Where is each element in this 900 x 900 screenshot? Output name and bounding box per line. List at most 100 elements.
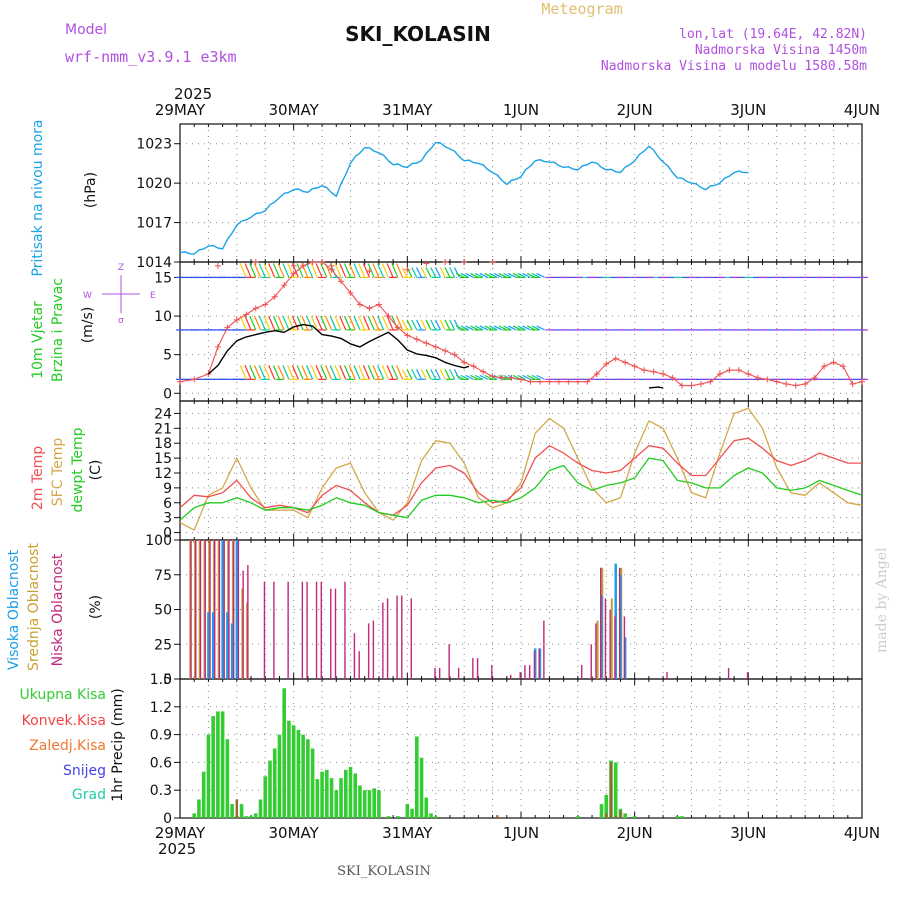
low-cloud-bar — [472, 658, 474, 679]
wind-barb — [453, 267, 460, 278]
wind-barb — [263, 315, 271, 331]
low-cloud-bar — [538, 648, 540, 679]
bottom-date-label: 29MAY — [155, 824, 206, 842]
y-tick-label: 0 — [163, 811, 172, 827]
wind-barb — [531, 374, 541, 380]
wind-barb — [268, 263, 276, 278]
precip-total-bar — [599, 804, 604, 818]
wind-barb — [386, 263, 394, 278]
wind-barb — [296, 315, 304, 331]
mid-cloud-bar — [189, 540, 192, 679]
high-cloud-bar — [226, 612, 229, 679]
low-cloud-bar — [401, 595, 403, 679]
wind-barb — [310, 263, 318, 278]
legend-total: Ukupna Kisa — [19, 687, 106, 703]
temp2m-label: 2m Temp — [30, 446, 46, 510]
low-cloud-bar — [614, 616, 616, 679]
wind-barb — [268, 315, 276, 331]
compass-w: W — [83, 291, 92, 301]
low-cloud-bar — [209, 540, 211, 679]
low-cloud-bar — [604, 598, 607, 679]
mid-cloud-bar — [227, 540, 230, 679]
low-cloud-bar — [223, 540, 225, 679]
mid-cloud-bar — [241, 588, 244, 679]
wind-barb — [396, 365, 404, 380]
mid-cloud-bar — [246, 602, 249, 679]
high-cloud-bar — [614, 563, 617, 679]
wind-barb — [263, 263, 271, 278]
precip-total-bar — [263, 776, 268, 818]
y-tick-label: 0 — [163, 672, 172, 688]
wind-barb — [512, 325, 522, 331]
model-elevation-text: Nadmorska Visina u modelu 1580.58m — [601, 59, 867, 74]
wind-barb — [396, 315, 404, 331]
watermark: made by Angel — [874, 547, 890, 653]
low-cloud-bar — [410, 598, 412, 679]
wind-barb — [391, 365, 399, 380]
precip-total-bar — [220, 711, 225, 818]
high-cloud-bar — [235, 540, 239, 679]
wind-barb — [277, 263, 285, 278]
low-cloud-bar — [204, 540, 206, 679]
wind-barb — [474, 272, 484, 278]
wind-barb — [430, 369, 437, 380]
coords-text: lon,lat (19.64E, 42.82N) — [679, 27, 867, 42]
y-tick-label: 1017 — [136, 216, 172, 232]
legend-convective: Konvek.Kisa — [22, 713, 106, 729]
high-cloud-label: Visoka Oblacnost — [6, 549, 22, 670]
low-cloud-bar — [367, 623, 370, 679]
y-tick-label: 12 — [154, 466, 172, 482]
precip-total-bar — [216, 711, 220, 818]
precip-convective-bar — [605, 813, 608, 818]
wind-barb — [453, 369, 460, 380]
bottom-date-label: 1JUN — [503, 824, 539, 842]
precip-total-bar — [675, 816, 680, 818]
wind-barb — [406, 369, 413, 380]
y-tick-label: 25 — [154, 637, 172, 653]
mid-cloud-bar — [610, 598, 613, 679]
low-cloud-bar — [590, 644, 592, 679]
bottom-date-label: 2JUN — [617, 824, 653, 842]
low-cloud-bar — [344, 581, 346, 679]
wind-barb — [434, 319, 442, 331]
y-tick-label: 10 — [154, 309, 172, 325]
wind-barb — [362, 263, 370, 278]
wind-barb — [479, 272, 489, 278]
precip-total-bar — [211, 716, 215, 818]
wind-barb — [536, 374, 545, 380]
wind-barb — [334, 315, 342, 331]
wind-unit: (m/s) — [80, 307, 96, 344]
low-cloud-bar — [528, 665, 531, 679]
wind-barb — [244, 315, 252, 331]
precip-total-bar — [680, 816, 684, 818]
wind-barb — [334, 263, 342, 278]
wind-barb — [517, 374, 527, 380]
precip-total-bar — [410, 808, 414, 818]
precip-convective-bar — [235, 799, 239, 818]
wind-barb — [367, 365, 375, 380]
legend-snow: Snijeg — [63, 763, 106, 779]
precip-total-bar — [329, 778, 334, 818]
top-date-label: 1JUN — [503, 101, 539, 119]
precip-total-bar — [201, 771, 206, 818]
precip-convective-bar — [619, 810, 622, 818]
low-cloud-bar — [199, 540, 202, 679]
low-cloud-bar — [382, 602, 384, 679]
y-tick-label: 0.6 — [150, 755, 172, 771]
wind-barb — [526, 374, 536, 380]
wind-barb — [434, 369, 442, 380]
wind-barb — [244, 365, 252, 380]
wind-barb — [512, 272, 522, 278]
low-cloud-bar — [476, 658, 479, 679]
wind-barb — [498, 325, 508, 331]
wind-barb — [372, 263, 380, 278]
wind-barb — [391, 263, 399, 278]
wind-barb — [406, 267, 413, 278]
y-tick-label: 100 — [145, 533, 172, 549]
precip-total-bar — [405, 804, 410, 818]
wind-barb — [353, 263, 361, 278]
wind-barb — [320, 365, 328, 380]
precip-total-bar — [268, 760, 272, 818]
high-cloud-bar — [230, 623, 234, 679]
precip-total-bar — [343, 769, 348, 818]
